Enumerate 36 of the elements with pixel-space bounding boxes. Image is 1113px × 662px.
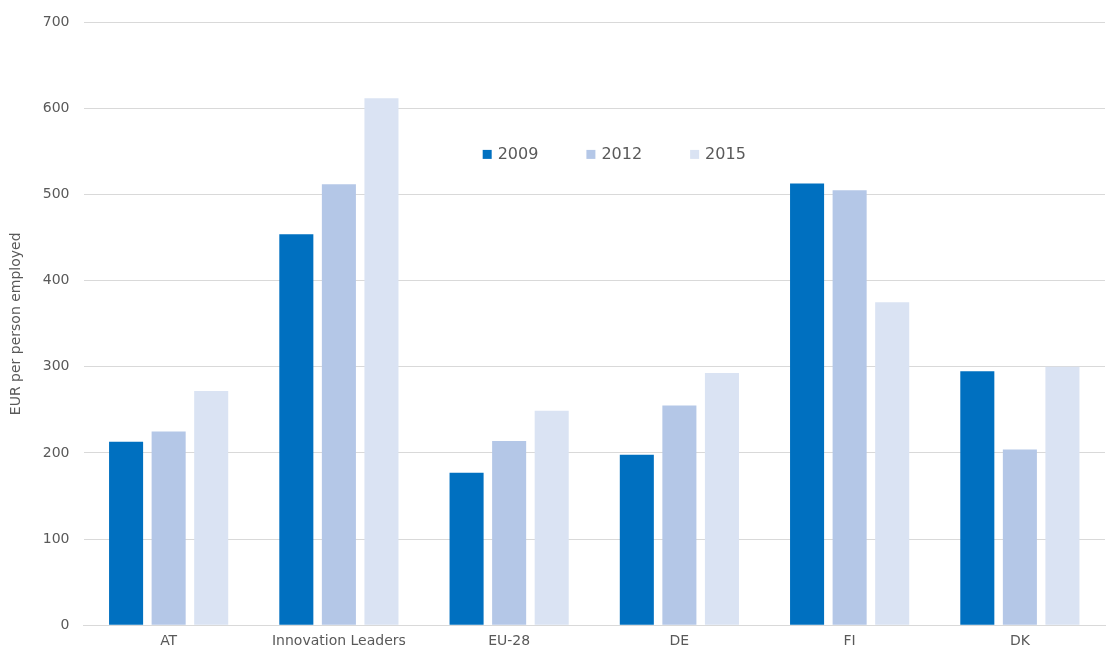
- bar: [534, 410, 569, 625]
- y-tick-label: 0: [60, 615, 70, 632]
- bar: [1045, 366, 1080, 625]
- y-tick-label: 300: [42, 357, 70, 374]
- bar: [1002, 449, 1037, 625]
- y-tick-label: 600: [42, 99, 70, 116]
- bar: [449, 472, 484, 625]
- bar: [790, 183, 825, 625]
- x-tick-label: AT: [160, 632, 178, 649]
- x-tick-label: EU-28: [488, 632, 531, 649]
- x-tick-label: FI: [843, 632, 856, 649]
- bar: [492, 440, 527, 625]
- y-axis-title: EUR per person employed: [7, 232, 24, 416]
- bar: [151, 431, 186, 625]
- bar: [875, 302, 910, 625]
- x-tick-label: DK: [1009, 632, 1031, 649]
- bar: [704, 372, 739, 625]
- legend-label: 2009: [497, 143, 539, 163]
- bar: [321, 184, 356, 625]
- bar: [619, 454, 654, 625]
- bar: [364, 98, 399, 625]
- bar: [662, 405, 697, 625]
- legend-label: 2015: [705, 143, 746, 163]
- bar: [832, 190, 867, 625]
- y-tick-label: 700: [42, 13, 70, 30]
- legend-label: 2012: [601, 143, 643, 163]
- x-tick-label: DE: [669, 632, 690, 649]
- y-tick-label: 500: [42, 185, 70, 202]
- y-tick-label: 400: [42, 271, 70, 288]
- bar: [279, 234, 314, 625]
- bar: [109, 441, 144, 625]
- bar: [960, 371, 995, 625]
- bar: [194, 390, 229, 625]
- x-tick-label: Innovation Leaders: [271, 632, 406, 649]
- y-tick-label: 100: [42, 529, 70, 546]
- y-tick-label: 200: [42, 443, 70, 460]
